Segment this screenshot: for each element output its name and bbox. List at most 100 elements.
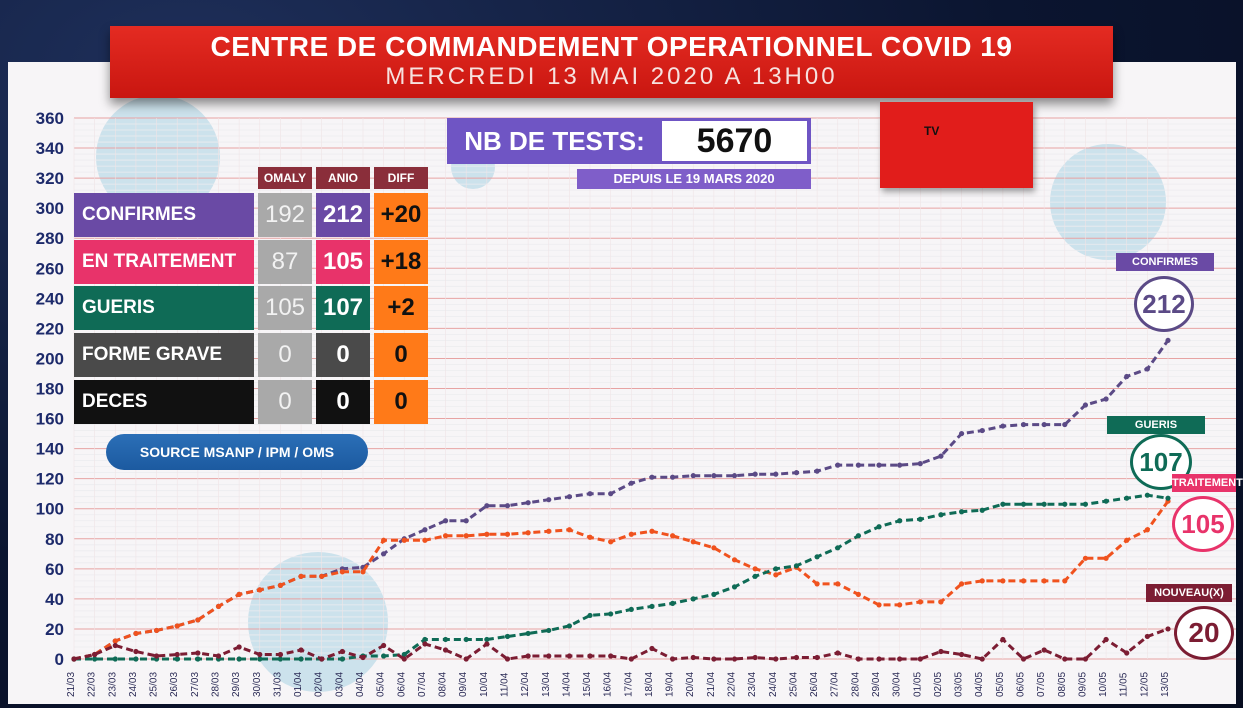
virus-decoration	[248, 552, 388, 692]
y-tick-label: 160	[36, 410, 64, 429]
data-point	[670, 600, 676, 606]
data-point	[773, 566, 779, 572]
omaly-value: 87	[258, 240, 312, 284]
data-point	[608, 611, 614, 617]
series-line	[73, 500, 1170, 661]
data-point	[174, 651, 180, 658]
data-point	[153, 627, 160, 634]
y-tick-label: 240	[36, 289, 64, 308]
data-point	[463, 533, 469, 539]
data-point	[1165, 495, 1171, 501]
data-point	[711, 656, 717, 662]
x-tick-label: 29/03	[231, 672, 242, 697]
data-point	[92, 651, 98, 658]
data-point	[236, 656, 242, 662]
x-tick-label: 06/05	[1016, 672, 1027, 697]
x-tick-label: 15/04	[582, 672, 593, 697]
data-point	[277, 582, 284, 588]
y-tick-label: 200	[36, 349, 64, 368]
data-point	[1103, 636, 1109, 643]
data-point	[1062, 421, 1068, 428]
data-point	[1000, 423, 1006, 429]
data-point	[215, 603, 222, 610]
anio-value: 0	[316, 333, 370, 377]
diff-value: +20	[374, 193, 428, 237]
data-point	[1082, 501, 1089, 507]
diff-value: 0	[374, 380, 428, 424]
x-tick-label: 21/04	[706, 672, 717, 697]
data-point	[876, 462, 882, 468]
data-point	[690, 596, 696, 602]
y-tick-label: 320	[36, 169, 64, 188]
data-point	[835, 462, 841, 468]
tv-logo: TV	[880, 102, 1033, 188]
data-point	[608, 653, 614, 659]
data-point	[442, 533, 449, 539]
data-point	[649, 645, 655, 652]
data-point	[731, 557, 738, 563]
data-point	[401, 651, 407, 658]
source-badge: SOURCE MSANP / IPM / OMS	[106, 434, 368, 470]
data-point	[731, 584, 738, 590]
data-point	[897, 602, 903, 608]
data-point	[463, 656, 469, 662]
x-tick-label: 13/05	[1160, 672, 1171, 697]
x-tick-label: 06/04	[396, 672, 407, 697]
row-label: DECES	[74, 380, 254, 424]
data-point	[484, 641, 490, 647]
x-tick-label: 25/03	[149, 672, 160, 697]
data-point	[835, 650, 841, 656]
data-point	[938, 512, 944, 518]
data-point	[381, 551, 387, 557]
row-label: FORME GRAVE	[74, 333, 254, 377]
data-point	[608, 539, 614, 545]
data-point	[1000, 501, 1006, 507]
data-point	[1165, 337, 1171, 344]
data-point	[628, 606, 634, 613]
x-tick-label: 04/05	[974, 672, 985, 697]
data-point	[876, 602, 882, 608]
row-label: CONFIRMES	[74, 193, 254, 237]
data-point	[504, 531, 511, 537]
header-omaly: OMALY	[258, 167, 312, 189]
x-tick-label: 26/04	[809, 672, 820, 697]
data-point	[360, 569, 366, 575]
x-tick-label: 13/04	[541, 672, 552, 697]
data-point	[298, 573, 304, 579]
data-point	[381, 653, 387, 659]
data-point	[463, 636, 469, 643]
data-point	[133, 630, 139, 637]
traitement-tag: TRAITEMENT	[1172, 474, 1243, 492]
data-point	[773, 656, 779, 662]
data-point	[1103, 498, 1109, 504]
data-point	[855, 656, 861, 662]
data-point	[298, 656, 304, 662]
data-point	[92, 656, 98, 662]
data-point	[71, 656, 77, 662]
x-tick-label: 03/05	[954, 672, 965, 697]
x-tick-label: 09/04	[458, 672, 469, 697]
tests-label: NB DE TESTS:	[464, 126, 645, 156]
data-point	[1020, 501, 1027, 507]
x-tick-label: 21/03	[66, 672, 77, 697]
diff-value: +2	[374, 286, 428, 330]
data-point	[835, 581, 841, 587]
data-point	[793, 470, 800, 476]
data-point	[1103, 555, 1109, 561]
y-tick-label: 120	[36, 470, 64, 489]
data-point	[1020, 421, 1027, 428]
data-point	[422, 537, 428, 543]
data-point	[587, 612, 593, 619]
data-point	[917, 461, 923, 467]
anio-value: 212	[316, 193, 370, 237]
data-point	[1041, 421, 1047, 428]
data-point	[1144, 633, 1150, 640]
data-point	[1144, 492, 1150, 498]
virus-decoration	[96, 95, 220, 219]
data-point	[587, 653, 593, 659]
y-tick-label: 300	[36, 199, 64, 218]
data-point	[649, 603, 655, 610]
data-point	[401, 656, 407, 662]
tests-panel: NB DE TESTS: 5670	[447, 118, 811, 164]
data-point	[1041, 647, 1047, 653]
